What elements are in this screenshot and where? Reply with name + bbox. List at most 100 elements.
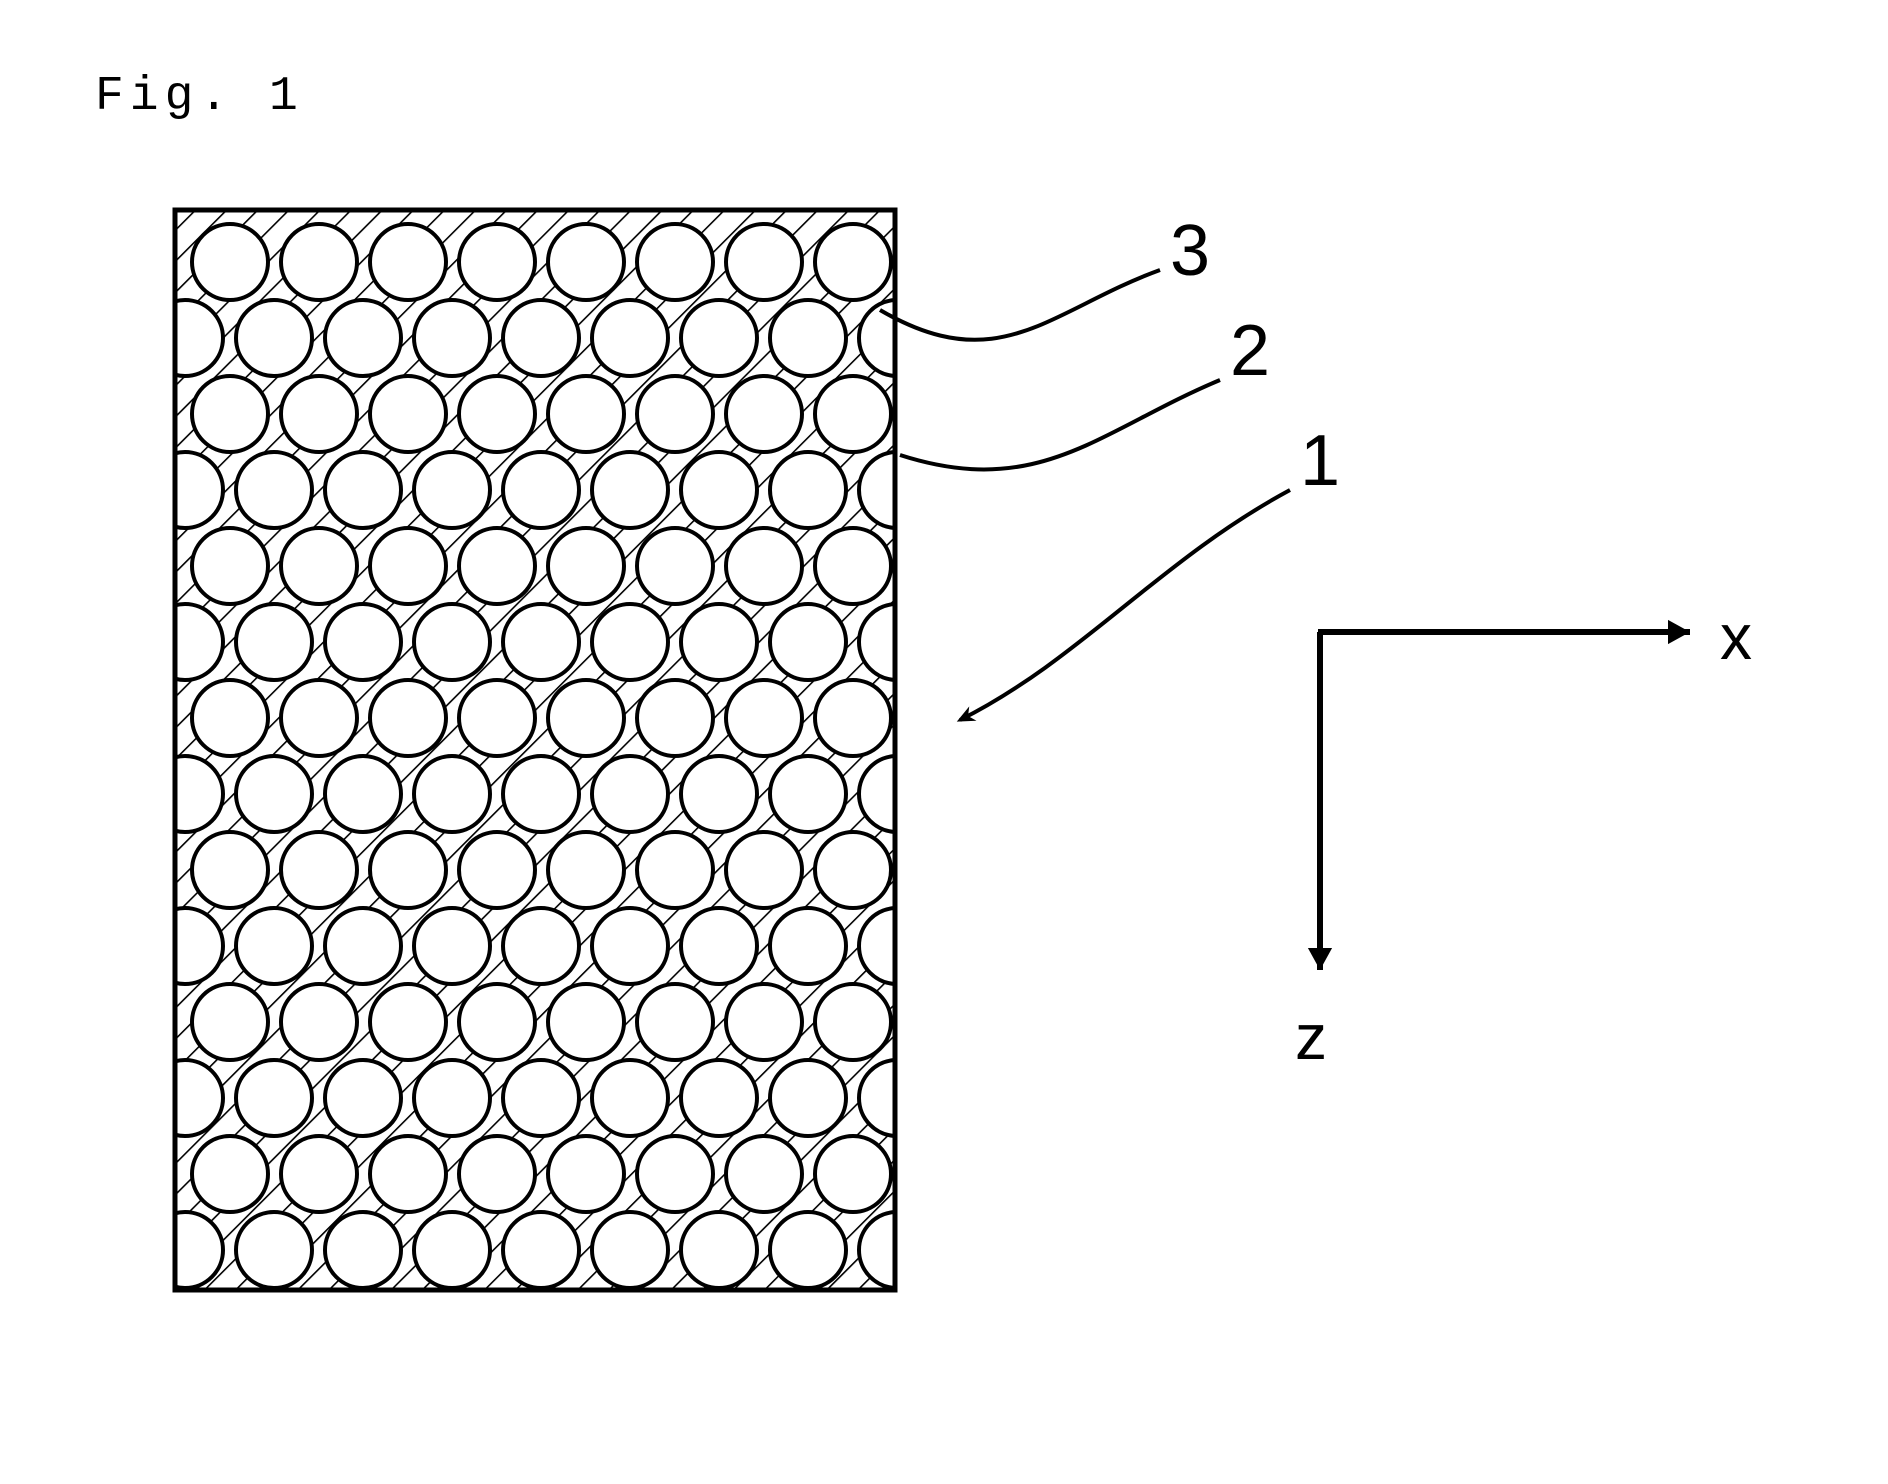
circle: [637, 224, 713, 300]
circle: [192, 224, 268, 300]
circle: [459, 832, 535, 908]
circle: [236, 604, 312, 680]
circle: [592, 604, 668, 680]
circle: [815, 832, 891, 908]
circle: [281, 984, 357, 1060]
circle: [770, 604, 846, 680]
circle: [637, 528, 713, 604]
circle: [815, 984, 891, 1060]
circle: [726, 224, 802, 300]
circle: [681, 452, 757, 528]
circle: [548, 528, 624, 604]
circle: [726, 680, 802, 756]
callout-leader-3: [880, 270, 1160, 340]
circle: [192, 832, 268, 908]
circle: [236, 452, 312, 528]
circle: [414, 452, 490, 528]
circle: [281, 376, 357, 452]
circle: [459, 224, 535, 300]
circle: [681, 604, 757, 680]
circle: [325, 908, 401, 984]
circle: [770, 1060, 846, 1136]
circle: [236, 300, 312, 376]
callouts-group: [880, 270, 1290, 720]
circle: [414, 300, 490, 376]
circle: [815, 224, 891, 300]
circle: [681, 756, 757, 832]
z-axis-arrowhead: [1308, 948, 1332, 970]
circle: [147, 300, 223, 376]
callout-leader-2: [900, 380, 1220, 469]
callout-label-3: 3: [1170, 210, 1210, 292]
circle: [637, 680, 713, 756]
circle: [147, 1060, 223, 1136]
circle: [459, 984, 535, 1060]
hatched-region: [147, 210, 935, 1290]
circle: [592, 1212, 668, 1288]
circle: [370, 984, 446, 1060]
circle: [192, 528, 268, 604]
circle: [325, 1060, 401, 1136]
circle: [726, 1136, 802, 1212]
circle: [414, 604, 490, 680]
circle: [503, 908, 579, 984]
circle: [281, 680, 357, 756]
circle: [281, 1136, 357, 1212]
circle: [726, 528, 802, 604]
circle: [370, 680, 446, 756]
circle: [414, 1060, 490, 1136]
circle: [192, 680, 268, 756]
circle: [503, 604, 579, 680]
circle: [147, 756, 223, 832]
circle: [681, 908, 757, 984]
circle: [503, 300, 579, 376]
circle: [325, 452, 401, 528]
axis-z-label: z: [1295, 1000, 1327, 1074]
circle: [815, 680, 891, 756]
circle: [147, 452, 223, 528]
x-axis-arrowhead: [1668, 620, 1690, 644]
circle: [592, 1060, 668, 1136]
circle: [592, 300, 668, 376]
circle: [815, 1136, 891, 1212]
circle: [370, 376, 446, 452]
circle: [503, 1060, 579, 1136]
circle: [281, 832, 357, 908]
circle: [414, 1212, 490, 1288]
circle: [459, 528, 535, 604]
circle: [592, 452, 668, 528]
circle: [370, 1136, 446, 1212]
circle: [548, 1136, 624, 1212]
circle: [459, 680, 535, 756]
circle: [681, 1212, 757, 1288]
circle: [281, 528, 357, 604]
circle: [637, 832, 713, 908]
circle: [548, 984, 624, 1060]
circle: [370, 224, 446, 300]
circle: [370, 832, 446, 908]
circle: [236, 756, 312, 832]
circle: [503, 1212, 579, 1288]
circle: [726, 376, 802, 452]
circle: [192, 376, 268, 452]
circle: [325, 756, 401, 832]
circle: [236, 1212, 312, 1288]
circle: [325, 300, 401, 376]
circle: [681, 300, 757, 376]
circle: [459, 1136, 535, 1212]
circle: [325, 604, 401, 680]
circle: [592, 908, 668, 984]
axes-group: [1308, 620, 1690, 970]
circle: [770, 1212, 846, 1288]
diagram-svg: [0, 0, 1888, 1484]
circle: [815, 528, 891, 604]
circle: [192, 1136, 268, 1212]
circle: [637, 376, 713, 452]
circle: [503, 452, 579, 528]
circle: [325, 1212, 401, 1288]
circle: [637, 984, 713, 1060]
circle: [548, 224, 624, 300]
circle: [592, 756, 668, 832]
callout-label-1: 1: [1300, 420, 1340, 502]
circle: [503, 756, 579, 832]
